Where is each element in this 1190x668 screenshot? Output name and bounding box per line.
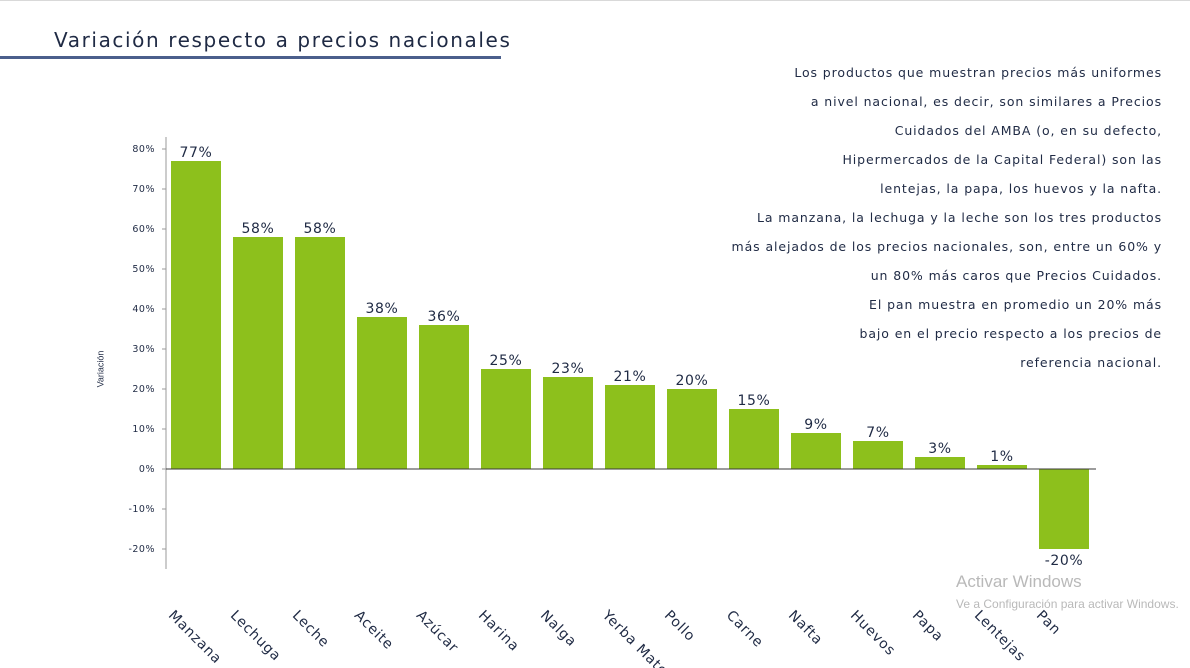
x-tick-label: Pan	[1033, 608, 1064, 639]
description-line: referencia nacional.	[1020, 355, 1162, 370]
data-label: 77%	[180, 145, 213, 161]
description-line: Cuidados del AMBA (o, en su defecto,	[894, 123, 1162, 138]
description-line: bajo en el precio respecto a los precios…	[859, 326, 1162, 341]
x-tick-label: Azúcar	[413, 608, 462, 657]
bar-papa	[915, 457, 965, 469]
description-line: un 80% más caros que Precios Cuidados.	[870, 268, 1162, 283]
bar-lentejas	[977, 465, 1027, 469]
description-line: Hipermercados de la Capital Federal) son…	[842, 152, 1162, 167]
bar-huevos	[853, 441, 903, 469]
data-label: 21%	[614, 369, 647, 385]
bar-pollo	[667, 389, 717, 469]
y-tick-label: 10%	[132, 424, 155, 435]
watermark-subtitle: Ve a Configuración para activar Windows.	[956, 597, 1179, 611]
description-text: Los productos que muestran precios más u…	[700, 58, 1162, 377]
x-tick-label: Carne	[723, 608, 766, 651]
bar-nafta	[791, 433, 841, 469]
description-line: La manzana, la lechuga y la leche son lo…	[756, 210, 1162, 225]
x-tick-label: Manzana	[165, 608, 225, 668]
title-underline	[0, 56, 501, 59]
x-tick-label: Lechuga	[227, 608, 284, 665]
bar-nalga	[543, 377, 593, 469]
y-tick-label: 0%	[139, 464, 155, 475]
data-label: 20%	[676, 373, 709, 389]
description-line: a nivel nacional, es decir, son similare…	[810, 94, 1162, 109]
bar-yerba-mate	[605, 385, 655, 469]
data-label: 15%	[738, 393, 771, 409]
data-label: 23%	[552, 361, 585, 377]
description-line: El pan muestra en promedio un 20% más	[869, 297, 1162, 312]
data-label: 7%	[866, 425, 889, 441]
x-tick-label: Nalga	[537, 608, 580, 651]
data-label: 9%	[804, 417, 827, 433]
y-tick-label: 50%	[132, 264, 155, 275]
bar-pan	[1039, 469, 1089, 549]
bar-carne	[729, 409, 779, 469]
y-tick-label: 40%	[132, 304, 155, 315]
chart-title: Variación respecto a precios nacionales	[54, 28, 512, 52]
data-label: 25%	[490, 353, 523, 369]
x-tick-label: Papa	[909, 608, 947, 646]
x-tick-label: Yerba Mate	[598, 607, 671, 668]
bar-lechuga	[233, 237, 283, 469]
data-label: 58%	[242, 221, 275, 237]
description-line: Los productos que muestran precios más u…	[794, 65, 1162, 80]
x-tick-label: Nafta	[785, 608, 826, 649]
watermark-title: Activar Windows	[956, 572, 1082, 591]
x-tick-label: Harina	[475, 608, 522, 655]
y-tick-label: 30%	[132, 344, 155, 355]
y-tick-label: -10%	[128, 504, 155, 515]
y-tick-label: 70%	[132, 184, 155, 195]
x-tick-label: Huevos	[847, 608, 899, 660]
bar-aceite	[357, 317, 407, 469]
data-label: 38%	[366, 301, 399, 317]
data-label: 1%	[990, 449, 1013, 465]
y-tick-label: 80%	[132, 144, 155, 155]
bar-azúcar	[419, 325, 469, 469]
description-line: más alejados de los precios nacionales, …	[731, 239, 1162, 254]
y-tick-label: 20%	[132, 384, 155, 395]
x-tick-label: Aceite	[351, 608, 397, 654]
bar-leche	[295, 237, 345, 469]
y-tick-label: 60%	[132, 224, 155, 235]
bar-harina	[481, 369, 531, 469]
x-tick-label: Lentejas	[971, 608, 1028, 665]
y-tick-label: -20%	[128, 544, 155, 555]
bar-manzana	[171, 161, 221, 469]
description-line: lentejas, la papa, los huevos y la nafta…	[880, 181, 1162, 196]
data-label: 36%	[428, 309, 461, 325]
data-label: 3%	[928, 441, 951, 457]
top-border	[0, 0, 1190, 1]
x-tick-label: Leche	[289, 608, 332, 651]
data-label: 58%	[304, 221, 337, 237]
x-tick-label: Pollo	[661, 608, 698, 645]
data-label: -20%	[1045, 553, 1084, 569]
